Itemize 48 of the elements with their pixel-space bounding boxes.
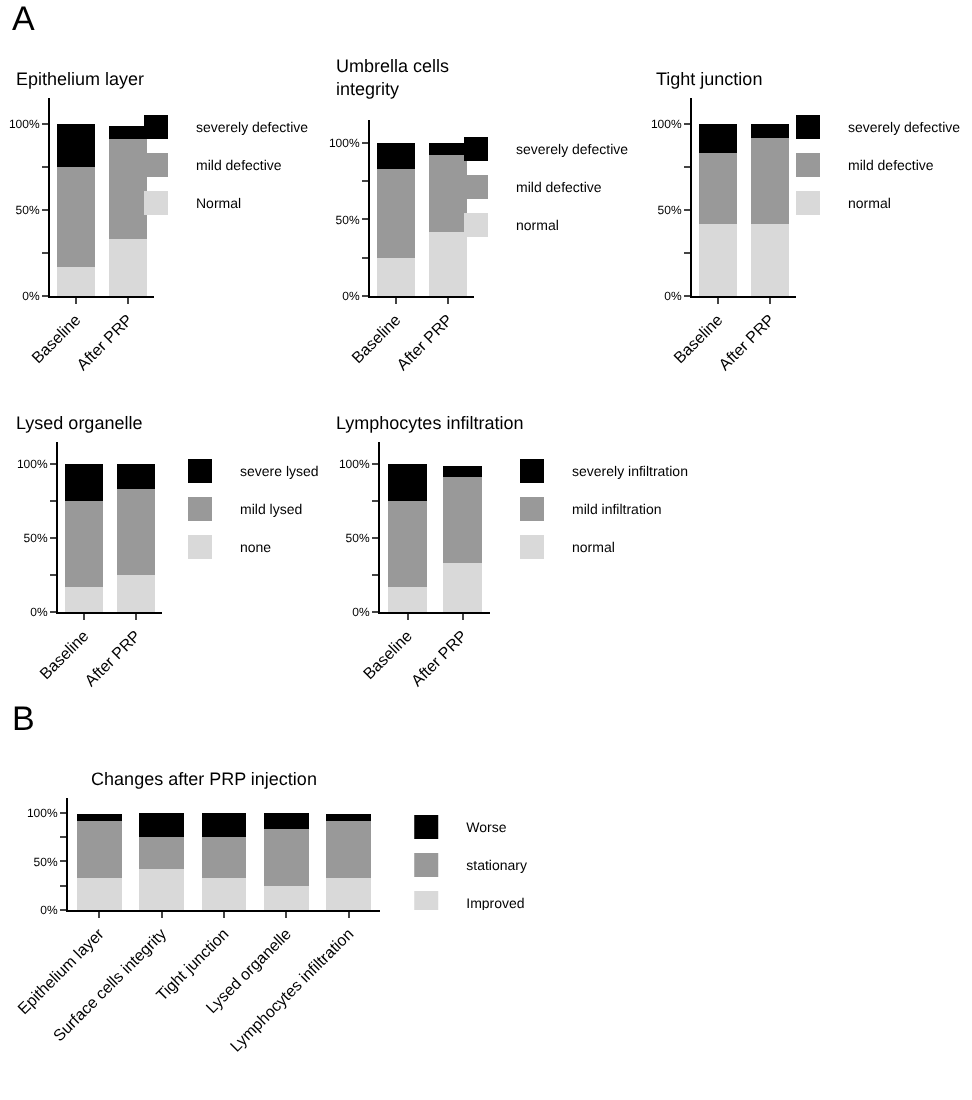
chart-title: Changes after PRP injection xyxy=(91,768,317,789)
bar xyxy=(326,821,372,878)
bar xyxy=(387,586,428,612)
bar xyxy=(65,586,103,612)
text: A xyxy=(10,0,37,42)
bar xyxy=(387,464,428,502)
bar xyxy=(201,812,247,837)
bar xyxy=(139,836,185,870)
bar xyxy=(57,123,95,167)
bar xyxy=(377,257,415,296)
bar xyxy=(201,877,247,910)
bar xyxy=(65,464,103,502)
text: B xyxy=(10,700,37,742)
bar xyxy=(263,829,309,886)
bar xyxy=(76,821,122,878)
chart-title: Epithelium layer xyxy=(16,68,145,89)
bar xyxy=(699,153,737,224)
bar xyxy=(76,877,122,910)
bar xyxy=(139,869,185,910)
bar xyxy=(263,812,309,830)
bar xyxy=(117,575,155,612)
bar xyxy=(65,501,103,587)
chart-title: Umbrella cells integrity xyxy=(336,56,451,100)
bar xyxy=(326,813,372,822)
bar xyxy=(751,123,789,138)
bar xyxy=(699,223,737,296)
bar xyxy=(57,166,95,267)
bar xyxy=(442,563,483,612)
bar xyxy=(201,836,247,878)
bar xyxy=(76,813,122,822)
chart-title: Tight junction xyxy=(656,68,763,89)
chart-title: Lysed organelle xyxy=(16,412,143,433)
bar xyxy=(699,123,737,154)
bar xyxy=(57,266,95,296)
bar xyxy=(751,137,789,224)
bar xyxy=(442,465,483,478)
bar xyxy=(117,489,155,576)
bar xyxy=(377,168,415,258)
chart-title: Lymphocytes infiltration xyxy=(336,412,524,433)
bar xyxy=(109,239,147,296)
bar xyxy=(387,501,428,587)
bar xyxy=(442,477,483,564)
bar xyxy=(117,464,155,490)
bar xyxy=(326,877,372,910)
bar xyxy=(139,812,185,837)
bar xyxy=(263,885,309,910)
bar xyxy=(377,142,415,169)
bar xyxy=(751,223,789,296)
